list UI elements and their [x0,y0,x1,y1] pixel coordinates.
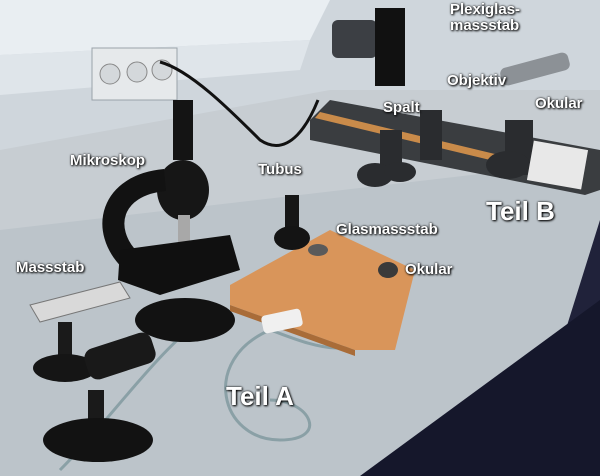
bench-rider [486,151,530,179]
microscope-tube [173,100,193,160]
lamp-foot-front [43,418,153,462]
label-glasmassstab: Glasmassstab [336,221,438,238]
eyepiece-piece [378,262,398,278]
label-massstab: Massstab [16,259,85,276]
bench-rider [384,162,416,182]
wall-socket [99,63,121,85]
tube-base [274,226,310,250]
microscope-body [157,160,209,220]
window [0,0,330,55]
objective-tube [500,52,570,86]
lamp-shield [375,8,405,86]
label-okular-b: Okular [535,95,583,112]
info-card [526,140,589,190]
microscope-lamp [84,332,156,380]
measuring-scale [29,281,131,323]
lamp-post [58,322,72,362]
label-mikroskop: Mikroskop [70,152,146,169]
label-objektiv: Objektiv [447,72,507,89]
lamp-housing [332,20,377,58]
power-cable [159,60,320,147]
glass-scale-holder [308,244,328,256]
slit-holder [420,110,442,160]
optical-bench-scale [315,112,520,166]
microscope-foot [135,298,235,342]
floor-shadow [360,300,600,476]
label-plexiglasmassstab: Plexiglas- massstab [450,1,521,34]
wooden-board-edge [230,305,355,356]
microscope-stage [118,235,240,295]
label-teil-b: Teil B [486,196,555,226]
bench-rider [357,163,393,187]
label-tubus: Tubus [258,161,302,178]
microscope-arm [102,169,167,268]
lamp-foot [33,354,97,382]
cable-switch [261,308,303,334]
label-spalt: Spalt [383,99,420,116]
label-okular-a: Okular [405,261,453,278]
light-cable-loop [224,328,312,442]
label-teil-a: Teil A [226,381,294,411]
tube-piece [285,195,299,235]
wall-socket [126,61,148,83]
